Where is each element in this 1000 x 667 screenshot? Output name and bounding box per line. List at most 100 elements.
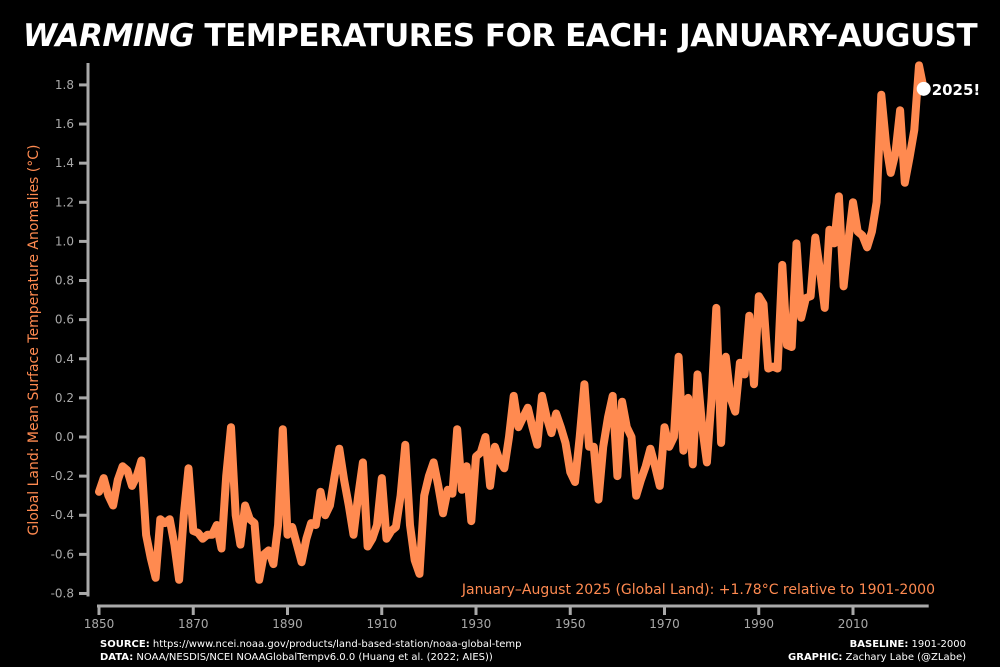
data-point — [145, 534, 147, 536]
data-point — [612, 395, 614, 397]
data-point — [126, 469, 128, 471]
series-line — [95, 61, 928, 584]
baseline-label: BASELINE: — [849, 639, 909, 650]
data-point — [503, 467, 505, 469]
y-tick-label: -0.8 — [51, 586, 74, 600]
source-text: https://www.ncei.noaa.gov/products/land-… — [149, 639, 522, 650]
data-point — [466, 465, 468, 467]
data-text: NOAA/NESDIS/NCEI NOAAGlobalTempv6.0.0 (H… — [133, 652, 493, 663]
source-label: SOURCE: — [100, 639, 150, 650]
data-point — [169, 518, 171, 520]
data-point — [598, 499, 600, 501]
footer-graphic: GRAPHIC: Zachary Labe (@ZLabe) — [788, 651, 966, 664]
data-point — [701, 426, 703, 428]
data-point — [423, 495, 425, 497]
data-point — [687, 397, 689, 399]
data-point — [828, 229, 830, 231]
y-tick-label: 0.0 — [55, 430, 74, 444]
data-point — [890, 172, 892, 174]
x-tick-label: 2010 — [838, 617, 869, 631]
data-point — [319, 491, 321, 493]
y-tick-label: 1.8 — [55, 78, 74, 92]
data-point — [635, 495, 637, 497]
data-point — [583, 383, 585, 385]
data-point — [239, 544, 241, 546]
title-rest: TEMPERATURES FOR EACH: JANUARY-AUGUST — [194, 18, 978, 54]
data-point — [517, 426, 519, 428]
data-point — [536, 444, 538, 446]
data-point — [838, 195, 840, 197]
data-point — [904, 182, 906, 184]
data-point — [753, 383, 755, 385]
x-tick-label: 1890 — [272, 617, 303, 631]
data-point — [164, 522, 166, 524]
data-point — [183, 514, 185, 516]
data-point — [880, 94, 882, 96]
data-point — [282, 428, 284, 430]
data-point — [362, 461, 364, 463]
data-point — [192, 530, 194, 532]
data-point — [692, 463, 694, 465]
y-tick-label: 1.0 — [55, 234, 74, 248]
data-point — [272, 563, 274, 565]
data-point — [334, 475, 336, 477]
data-point — [696, 373, 698, 375]
x-tick-label: 1990 — [743, 617, 774, 631]
data-point — [550, 432, 552, 434]
data-point — [819, 270, 821, 272]
data-point — [357, 495, 359, 497]
data-point — [409, 524, 411, 526]
data-point — [263, 553, 265, 555]
data-point — [315, 524, 317, 526]
data-point — [225, 475, 227, 477]
data-point — [786, 344, 788, 346]
data-point — [607, 416, 609, 418]
highlight-label: 2025! — [932, 81, 981, 99]
data-point — [621, 401, 623, 403]
x-tick-label: 1870 — [178, 617, 209, 631]
x-tick-label: 1970 — [649, 617, 680, 631]
data-point — [390, 530, 392, 532]
data-point — [569, 471, 571, 473]
graphic-text: Zachary Labe (@ZLabe) — [842, 652, 966, 663]
data-point — [706, 461, 708, 463]
data-point — [720, 442, 722, 444]
footer-data: DATA: NOAA/NESDIS/NCEI NOAAGlobalTempv6.… — [100, 651, 493, 664]
data-point — [866, 246, 868, 248]
data-point — [277, 524, 279, 526]
data-point — [664, 426, 665, 428]
data-point — [522, 416, 524, 418]
data-point — [301, 561, 303, 563]
data-point — [221, 547, 223, 549]
data-point — [98, 491, 100, 493]
data-point — [494, 446, 496, 448]
data-point — [729, 397, 731, 399]
data-point — [593, 446, 595, 448]
data-point — [876, 201, 878, 203]
data-point — [235, 514, 237, 516]
data-point — [202, 538, 204, 540]
data-point — [659, 485, 661, 487]
data-point — [574, 481, 576, 483]
y-tick-label: -0.4 — [51, 508, 74, 522]
baseline-text: 1901-2000 — [908, 639, 966, 650]
data-point — [107, 495, 109, 497]
data-point — [324, 514, 326, 516]
y-tick-label: 1.6 — [55, 117, 74, 131]
data-point — [352, 534, 354, 536]
data-point — [447, 489, 449, 491]
data-point — [565, 442, 567, 444]
data-point — [376, 524, 378, 526]
title-emphasis: WARMING — [22, 18, 195, 54]
data-point — [805, 297, 807, 299]
data-point — [489, 485, 491, 487]
data-point — [645, 465, 647, 467]
data-point — [381, 477, 383, 479]
data-label: DATA: — [100, 652, 134, 663]
data-point — [725, 356, 727, 358]
data-point — [833, 242, 835, 244]
data-point — [795, 242, 797, 244]
data-point — [338, 448, 340, 450]
data-point — [442, 512, 444, 514]
